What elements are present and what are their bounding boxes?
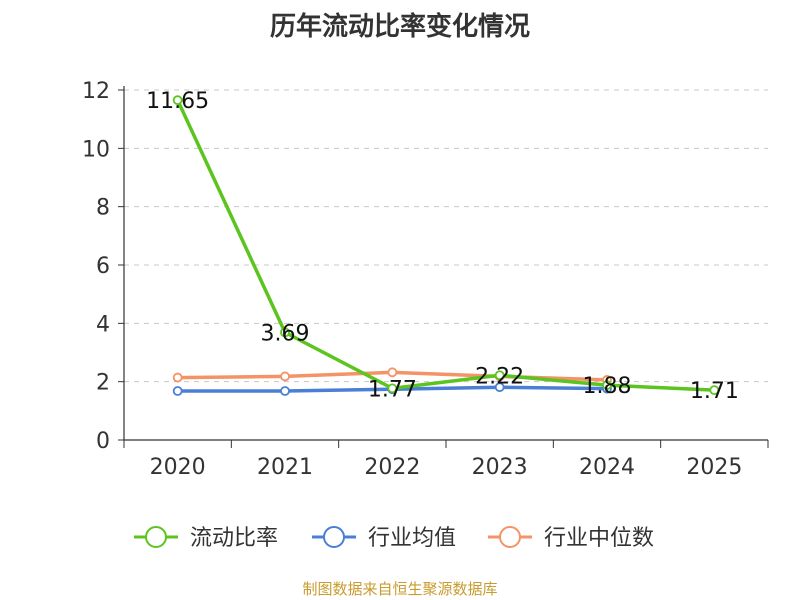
- y-tick-label: 12: [82, 79, 110, 104]
- chart-title: 历年流动比率变化情况: [269, 12, 530, 42]
- legend-swatch-marker: [323, 526, 345, 548]
- data-point: [280, 327, 290, 338]
- x-tick-label: 2020: [150, 455, 206, 480]
- data-point: [709, 385, 720, 396]
- data-point: [387, 367, 398, 378]
- data-point: [172, 386, 183, 396]
- series-line-1: [176, 99, 715, 392]
- x-tick-label: 2023: [472, 455, 528, 480]
- y-tick-label: 0: [96, 429, 110, 454]
- x-tick-label: 2024: [579, 455, 635, 480]
- y-tick-label: 8: [96, 196, 110, 221]
- data-point: [494, 382, 505, 393]
- x-tick-label: 2022: [364, 455, 420, 480]
- data-point: [387, 383, 398, 394]
- data-point: [280, 386, 290, 396]
- data-point: [172, 95, 183, 106]
- legend-label: 行业均值: [368, 526, 456, 551]
- legend-label: 流动比率: [190, 526, 278, 551]
- data-source-note: 制图数据来自恒生聚源数据库: [302, 580, 498, 598]
- data-point: [494, 370, 505, 381]
- data-point: [172, 372, 183, 383]
- data-label: 1.88: [583, 374, 632, 399]
- legend-item-3[interactable]: 行业中位数: [488, 526, 654, 551]
- series-lines: [172, 95, 720, 396]
- grid-lines: [124, 89, 768, 383]
- legend[interactable]: 流动比率 行业均值 行业中位数: [134, 526, 654, 551]
- legend-swatch-marker: [499, 526, 521, 548]
- y-tick-label: 6: [96, 254, 110, 279]
- data-point: [280, 371, 290, 382]
- y-tick-label: 2: [96, 371, 110, 396]
- data-label: 3.69: [261, 321, 310, 346]
- y-tick-label: 4: [96, 312, 110, 337]
- data-label: 2.22: [475, 364, 524, 389]
- axes: 0 2 4 6 8 10 12 2020 2021 2022 2023 2024 2025: [82, 79, 769, 480]
- x-tick-label: 2025: [686, 455, 742, 480]
- legend-item-1[interactable]: 流动比率: [134, 526, 278, 551]
- data-labels: 11.65 3.69 1.77 2.22 1.88 1.71: [146, 89, 739, 404]
- legend-label: 行业中位数: [544, 526, 654, 551]
- legend-item-2[interactable]: 行业均值: [312, 526, 456, 551]
- x-tick-label: 2021: [257, 455, 313, 480]
- data-label: 11.65: [146, 89, 209, 114]
- data-point: [602, 380, 612, 391]
- data-label: 1.71: [690, 379, 739, 404]
- legend-swatch-marker: [145, 526, 167, 548]
- y-tick-label: 10: [82, 137, 110, 162]
- data-label: 1.77: [368, 377, 417, 402]
